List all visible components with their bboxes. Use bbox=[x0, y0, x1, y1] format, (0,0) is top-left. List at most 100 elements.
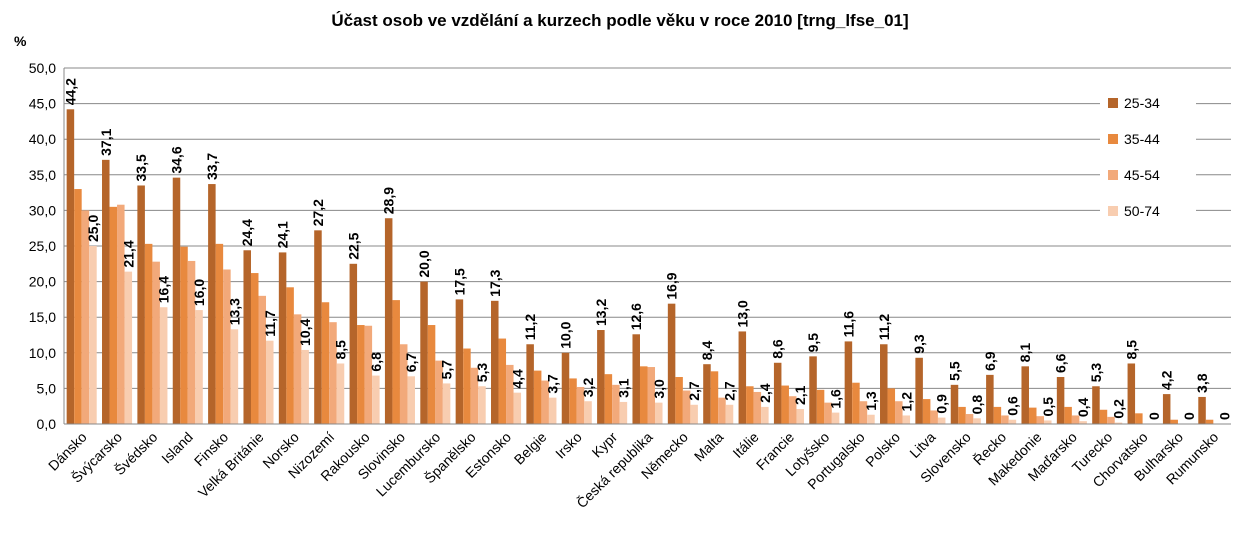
bar bbox=[965, 414, 974, 424]
bar bbox=[844, 341, 853, 424]
data-label: 6,8 bbox=[368, 352, 384, 372]
bar bbox=[619, 401, 628, 424]
bar bbox=[81, 210, 90, 424]
data-label: 2,4 bbox=[757, 383, 773, 403]
bar bbox=[187, 260, 196, 424]
bar bbox=[89, 246, 97, 424]
x-tick-label: Irsko bbox=[552, 429, 585, 462]
bar bbox=[314, 230, 322, 424]
bar bbox=[887, 388, 896, 424]
chart-title: Účast osob ve vzdělání a kurzech podle v… bbox=[331, 11, 908, 30]
bar bbox=[690, 404, 698, 424]
data-label: 22,5 bbox=[345, 232, 361, 259]
y-tick-label: 5,0 bbox=[37, 380, 57, 396]
data-label: 8,5 bbox=[332, 340, 348, 360]
legend-label: 35-44 bbox=[1124, 131, 1160, 147]
bar bbox=[470, 367, 479, 424]
data-label: 3,0 bbox=[651, 379, 667, 399]
bar bbox=[491, 300, 499, 424]
bar bbox=[993, 406, 1002, 424]
bar bbox=[321, 302, 330, 424]
bar bbox=[117, 204, 125, 424]
data-label: 0 bbox=[1146, 412, 1162, 420]
bar bbox=[1036, 416, 1045, 424]
bar bbox=[937, 417, 946, 424]
y-tick-label: 20,0 bbox=[29, 274, 56, 290]
bar bbox=[357, 325, 365, 424]
y-tick-label: 35,0 bbox=[29, 167, 56, 183]
bar bbox=[1114, 422, 1123, 424]
data-label: 1,2 bbox=[898, 392, 914, 412]
data-label: 16,0 bbox=[191, 279, 207, 306]
y-tick-label: 0,0 bbox=[37, 416, 57, 432]
x-tick-label: Kypr bbox=[589, 429, 621, 461]
bar bbox=[215, 243, 224, 424]
bar bbox=[478, 386, 486, 424]
bar bbox=[655, 402, 663, 424]
data-label: 1,3 bbox=[863, 391, 879, 411]
y-tick-label: 10,0 bbox=[29, 345, 56, 361]
bar bbox=[463, 348, 471, 424]
bar bbox=[1162, 394, 1171, 424]
bar bbox=[761, 406, 769, 424]
bar bbox=[612, 384, 620, 424]
bar bbox=[1198, 396, 1206, 424]
data-label: 0,6 bbox=[1004, 396, 1020, 416]
bar bbox=[336, 363, 345, 424]
bar bbox=[1127, 363, 1136, 424]
data-label: 33,5 bbox=[133, 154, 149, 181]
bar bbox=[223, 269, 231, 424]
legend-label: 45-54 bbox=[1124, 167, 1160, 183]
bar bbox=[243, 250, 251, 424]
y-tick-label: 30,0 bbox=[29, 202, 56, 218]
data-label: 0,5 bbox=[1040, 397, 1056, 417]
bar bbox=[1056, 377, 1065, 424]
bar bbox=[922, 399, 931, 424]
bar bbox=[102, 159, 110, 424]
bar bbox=[541, 380, 549, 424]
data-label: 17,5 bbox=[451, 268, 467, 295]
data-label: 3,2 bbox=[580, 378, 596, 398]
bar bbox=[407, 376, 415, 424]
data-label: 16,9 bbox=[664, 272, 680, 299]
data-label: 1,6 bbox=[828, 389, 844, 409]
bar bbox=[958, 406, 966, 424]
bar bbox=[74, 189, 82, 424]
data-label: 9,3 bbox=[911, 334, 927, 354]
bar bbox=[364, 325, 373, 424]
bar bbox=[667, 303, 676, 424]
bar bbox=[604, 374, 613, 424]
data-label: 6,6 bbox=[1053, 353, 1069, 373]
data-label: 37,1 bbox=[98, 128, 114, 155]
data-label: 13,0 bbox=[734, 300, 750, 327]
bar bbox=[773, 362, 782, 424]
bar bbox=[930, 410, 938, 424]
bar bbox=[867, 414, 875, 424]
data-label: 8,1 bbox=[1017, 343, 1033, 363]
x-tick-label: Malta bbox=[691, 429, 727, 465]
data-label: 20,0 bbox=[416, 250, 432, 277]
bar bbox=[1071, 415, 1080, 424]
bar bbox=[746, 386, 754, 424]
bar bbox=[1044, 420, 1052, 424]
data-label: 5,3 bbox=[1088, 363, 1104, 383]
bar bbox=[293, 314, 302, 424]
data-label: 5,3 bbox=[474, 363, 490, 383]
y-tick-label: 50,0 bbox=[29, 60, 56, 76]
bar bbox=[1079, 421, 1087, 424]
bar bbox=[498, 338, 507, 424]
data-label: 3,7 bbox=[545, 374, 561, 394]
data-label: 5,5 bbox=[947, 361, 963, 381]
data-label: 11,6 bbox=[840, 311, 856, 338]
bar bbox=[675, 377, 683, 424]
bar bbox=[725, 404, 734, 424]
data-label: 8,4 bbox=[699, 341, 715, 361]
data-label: 28,9 bbox=[381, 187, 397, 214]
bar bbox=[180, 246, 188, 424]
bar bbox=[159, 307, 168, 424]
bar bbox=[1008, 419, 1017, 424]
y-axis-label: % bbox=[14, 33, 27, 49]
bar bbox=[880, 344, 888, 424]
bar bbox=[435, 360, 443, 424]
